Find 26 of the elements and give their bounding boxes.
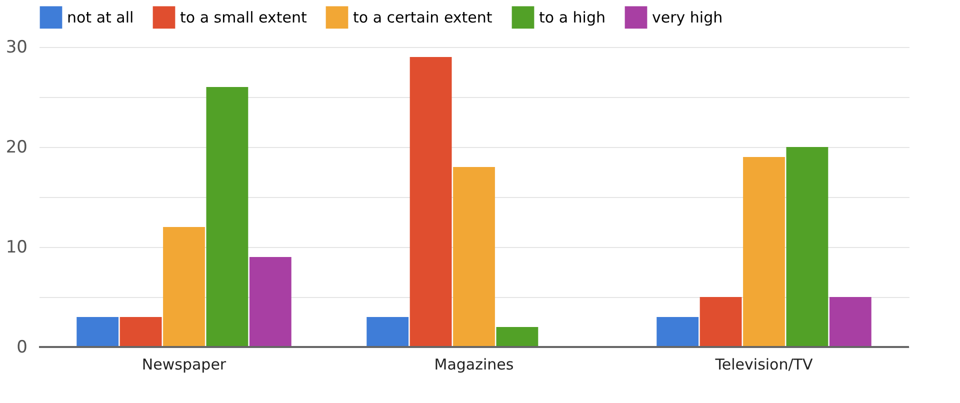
legend-label: not at all bbox=[67, 8, 134, 26]
x-tick-label: Magazines bbox=[434, 356, 514, 374]
bar bbox=[206, 87, 248, 347]
bar bbox=[163, 227, 205, 347]
y-tick-label: 10 bbox=[6, 238, 28, 258]
bar bbox=[700, 297, 742, 347]
y-tick-label: 0 bbox=[16, 338, 28, 358]
bar bbox=[410, 57, 452, 347]
x-tick-label: Newspaper bbox=[142, 356, 227, 374]
bar bbox=[249, 257, 292, 347]
bar bbox=[786, 147, 828, 347]
bar bbox=[496, 327, 538, 347]
legend-label: very high bbox=[652, 8, 723, 26]
bar bbox=[453, 167, 495, 347]
bar bbox=[120, 317, 162, 347]
bar bbox=[743, 157, 785, 347]
legend-label: to a small extent bbox=[180, 8, 307, 26]
y-tick-label: 30 bbox=[6, 38, 28, 58]
bar bbox=[656, 317, 699, 347]
bar bbox=[76, 317, 119, 347]
legend-label: to a certain extent bbox=[353, 8, 492, 26]
x-tick-label: Television/TV bbox=[714, 356, 814, 374]
legend-label: to a high bbox=[539, 8, 606, 26]
y-tick-label: 20 bbox=[6, 138, 28, 158]
bar bbox=[366, 317, 409, 347]
bar bbox=[829, 297, 872, 347]
